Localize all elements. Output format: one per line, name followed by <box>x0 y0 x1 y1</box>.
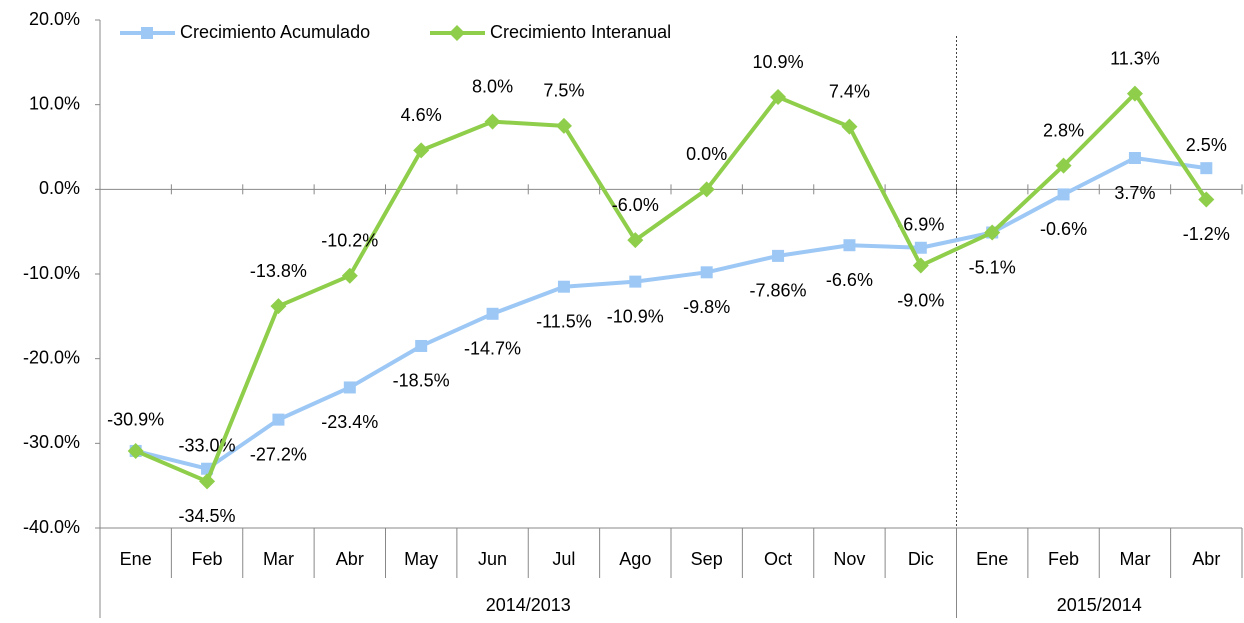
x-tick-label: Mar <box>263 549 294 569</box>
marker <box>555 117 572 134</box>
marker <box>914 241 927 254</box>
marker <box>484 113 501 130</box>
marker <box>415 339 428 352</box>
marker <box>343 381 356 394</box>
data-label: -6.6% <box>826 270 873 290</box>
marker <box>272 413 285 426</box>
data-label: -5.1% <box>969 257 1016 277</box>
y-tick-label: -10.0% <box>23 263 80 283</box>
data-label: 3.7% <box>1114 183 1155 203</box>
x-tick-label: Abr <box>1192 549 1220 569</box>
marker <box>341 267 358 284</box>
data-label: -33.0% <box>179 435 236 455</box>
x-tick-label: Ene <box>976 549 1008 569</box>
marker <box>413 142 430 159</box>
marker <box>1126 85 1143 102</box>
data-label: -10.9% <box>607 306 664 326</box>
marker <box>486 307 499 320</box>
x-tick-label: Dic <box>908 549 934 569</box>
x-tick-label: Ene <box>120 549 152 569</box>
data-label: -13.8% <box>250 261 307 281</box>
data-label: -6.9% <box>897 215 944 235</box>
x-tick-label: Jul <box>552 549 575 569</box>
data-label: 2.5% <box>1186 135 1227 155</box>
x-tick-label: Ago <box>619 549 651 569</box>
marker <box>127 442 144 459</box>
data-label: 0.0% <box>686 144 727 164</box>
data-label: 2.8% <box>1043 120 1084 140</box>
marker <box>199 473 216 490</box>
data-label: -9.8% <box>683 297 730 317</box>
data-label: 10.9% <box>753 52 804 72</box>
marker <box>1198 191 1215 208</box>
y-tick-label: -20.0% <box>23 347 80 367</box>
y-tick-label: 20.0% <box>29 9 80 29</box>
data-label: -10.2% <box>321 230 378 250</box>
data-label: -11.5% <box>536 311 592 331</box>
x-tick-label: May <box>404 549 438 569</box>
x-tick-label: Oct <box>764 549 792 569</box>
data-label: -18.5% <box>393 371 450 391</box>
x-tick-label: Sep <box>691 549 723 569</box>
data-label: -0.6% <box>1040 219 1087 239</box>
x-tick-label: Nov <box>833 549 865 569</box>
marker <box>772 249 785 262</box>
marker <box>1200 162 1213 175</box>
data-label: -9.0% <box>897 290 944 310</box>
marker <box>627 232 644 249</box>
y-tick-label: 10.0% <box>29 93 80 113</box>
group-label: 2015/2014 <box>1057 595 1142 615</box>
data-label: -6.0% <box>612 195 659 215</box>
data-label: 7.4% <box>829 81 870 101</box>
data-label: -14.7% <box>464 339 521 359</box>
data-label: 7.5% <box>543 81 584 101</box>
series-line <box>134 91 1208 484</box>
data-label: 4.6% <box>401 105 442 125</box>
data-label: 11.3% <box>1110 48 1160 68</box>
marker <box>770 89 787 106</box>
marker <box>912 257 929 274</box>
y-tick-label: -40.0% <box>23 517 80 537</box>
data-label: -34.5% <box>179 506 236 526</box>
marker <box>1057 188 1070 201</box>
legend-marker <box>141 27 153 39</box>
marker <box>270 298 287 315</box>
x-tick-label: Abr <box>336 549 364 569</box>
marker <box>1128 152 1141 165</box>
marker <box>1055 157 1072 174</box>
y-tick-label: 0.0% <box>39 178 80 198</box>
data-label: -7.86% <box>750 281 807 301</box>
legend-label: Crecimiento Acumulado <box>180 22 370 42</box>
x-tick-label: Feb <box>1048 549 1079 569</box>
y-tick-label: -30.0% <box>23 432 80 452</box>
legend-label: Crecimiento Interanual <box>490 22 671 42</box>
data-label: -30.9% <box>107 410 164 430</box>
marker <box>841 118 858 135</box>
x-tick-label: Feb <box>192 549 223 569</box>
data-label: -27.2% <box>250 444 307 464</box>
group-label: 2014/2013 <box>486 595 571 615</box>
marker <box>629 275 642 288</box>
marker <box>843 239 856 252</box>
marker <box>984 224 1001 241</box>
data-label: 8.0% <box>472 76 513 96</box>
marker <box>698 181 715 198</box>
marker <box>557 280 570 293</box>
marker <box>700 266 713 279</box>
x-tick-label: Jun <box>478 549 507 569</box>
legend-marker <box>449 25 465 41</box>
x-tick-label: Mar <box>1119 549 1150 569</box>
data-label: -23.4% <box>321 412 378 432</box>
series-line <box>135 156 1207 471</box>
data-label: -1.2% <box>1183 224 1230 244</box>
